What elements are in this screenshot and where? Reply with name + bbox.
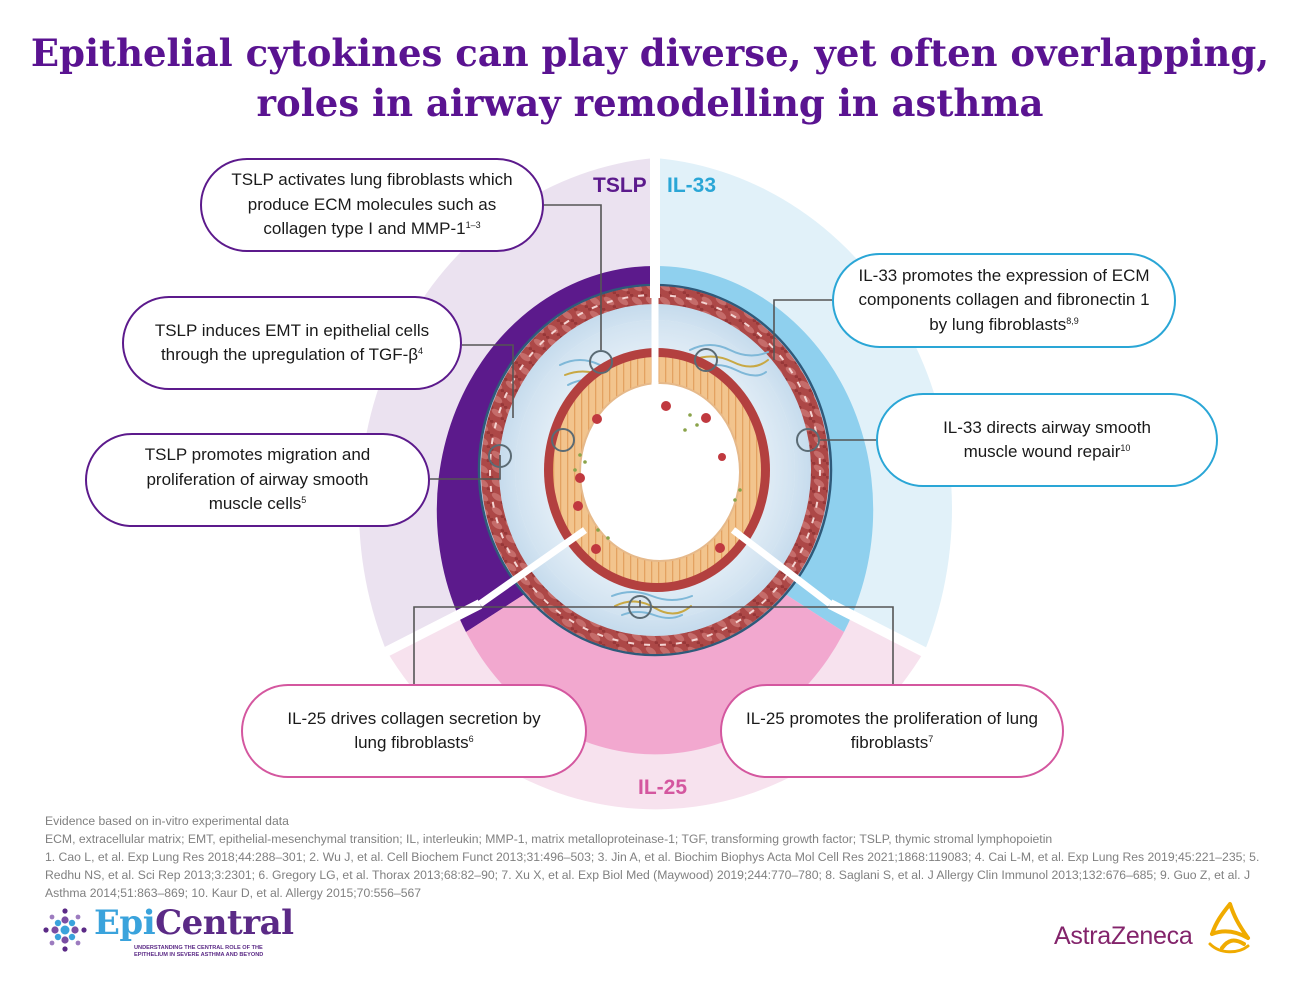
callout-ref: 1–3 [465,220,481,231]
page-title: Epithelial cytokines can play diverse, y… [0,28,1300,128]
marker-il33-muscle [796,428,820,452]
callout-ref: 6 [468,734,474,744]
label-il25: IL-25 [638,776,688,799]
callout-text: IL-25 drives collagen secretion by lung … [287,708,541,753]
marker-tslp-epithelium [551,428,575,452]
cytokine-particles [573,413,742,540]
footer-abbreviations: ECM, extracellular matrix; EMT, epitheli… [45,832,1053,846]
callout-markers [488,348,820,619]
footer-references: 1. Cao L, et al. Exp Lung Res 2018;44:28… [45,850,1260,900]
callout-text: IL-25 promotes the proliferation of lung… [745,708,1038,753]
callout-text: TSLP induces EMT in epithelial cells thr… [154,320,430,365]
connector-tslp-1 [544,204,602,350]
callout-text: TSLP promotes migration and proliferatio… [144,445,371,514]
callout-ref: 5 [301,495,307,506]
callout-ref: 8,9 [1066,315,1079,326]
epicentral-word-a: Epi [94,903,156,943]
epicentral-dots-icon [43,908,87,952]
epicentral-word-b: Central [155,903,294,943]
connector-tslp-3 [430,455,501,480]
divider-lines [377,150,933,660]
marker-il33-fibroblast [694,348,718,372]
callout-tslp-emt: TSLP induces EMT in epithelial cells thr… [122,296,462,390]
astrazeneca-logo: AstraZeneca [1054,900,1254,960]
airway-lumen [579,382,741,562]
footer-note: Evidence based on in-vitro experimental … [45,814,289,828]
label-il33: IL-33 [667,174,717,197]
epicentral-tagline-1: UNDERSTANDING THE CENTRAL ROLE OF THE [134,945,263,951]
astrazeneca-wordmark: AstraZeneca [1054,922,1193,950]
callout-connectors [413,204,894,684]
connector-il33-1 [773,299,832,360]
callout-tslp-muscle: TSLP promotes migration and proliferatio… [85,433,430,527]
callout-il25-collagen: IL-25 drives collagen secretion by lung … [241,684,587,778]
epicentral-logo: EpiCentral UNDERSTANDING THE CENTRAL ROL… [42,903,294,965]
callout-text: IL-33 promotes the expression of ECM com… [858,265,1150,334]
epicentral-wordmark: EpiCentral [94,903,294,943]
callout-il33-ecm: IL-33 promotes the expression of ECM com… [832,253,1176,348]
astrazeneca-symbol-icon [1208,902,1250,954]
callout-text: IL-33 directs airway smooth muscle wound… [943,417,1151,462]
callout-il33-wound: IL-33 directs airway smooth muscle wound… [876,393,1218,487]
connector-tslp-2 [462,344,514,418]
epicentral-tagline-2: EPITHELIUM IN SEVERE ASTHMA AND BEYOND [134,952,264,958]
title-line-2: roles in airway remodelling in asthma [256,81,1044,125]
marker-il25-fibroblast [628,595,652,619]
epicentral-tagline: UNDERSTANDING THE CENTRAL ROLE OF THE EP… [134,945,263,959]
callout-text: TSLP activates lung fibroblasts which pr… [231,170,513,239]
callout-ref: 4 [418,346,424,356]
marker-tslp-muscle [488,444,512,468]
title-line-1: Epithelial cytokines can play diverse, y… [30,31,1270,75]
callout-ref: 10 [1120,443,1131,453]
callout-ref: 7 [928,734,934,744]
marker-tslp-fibroblast [589,350,613,374]
label-tslp: TSLP [593,174,647,197]
callout-il25-proliferation: IL-25 promotes the proliferation of lung… [720,684,1064,778]
immune-cells [573,401,726,554]
callout-tslp-fibroblast: TSLP activates lung fibroblasts which pr… [200,158,544,252]
connector-il25 [413,606,894,684]
